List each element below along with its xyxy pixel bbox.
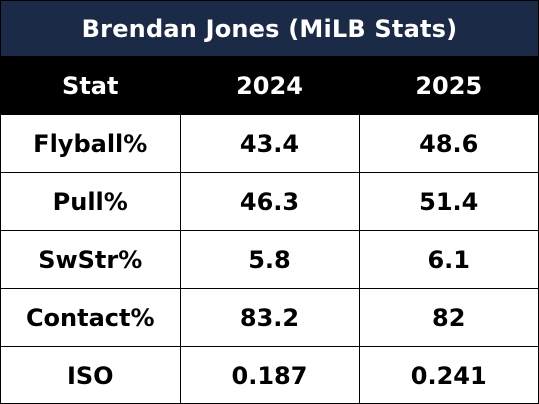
stat-name: ISO [1,346,180,404]
stat-value-2025: 48.6 [358,115,538,173]
stat-value-2025: 6.1 [358,230,538,289]
stat-value-2024: 46.3 [179,172,359,231]
stat-value-2024: 0.187 [179,346,359,404]
header-year-2025: 2025 [358,57,538,115]
stat-value-2025: 82 [358,288,538,347]
table-row: Flyball% 43.4 48.6 [1,115,538,173]
stat-name: SwStr% [1,230,180,289]
header-stat: Stat [1,57,180,115]
stat-value-2024: 5.8 [179,230,359,289]
stat-value-2024: 83.2 [179,288,359,347]
table-title: Brendan Jones (MiLB Stats) [1,1,538,57]
header-year-2024: 2024 [179,57,359,115]
table-row: ISO 0.187 0.241 [1,346,538,404]
stat-value-2024: 43.4 [179,115,359,173]
header-row: Stat 2024 2025 [1,57,538,115]
stat-name: Flyball% [33,129,148,158]
table-row: Contact% 83.2 82 [1,288,538,347]
stat-name: Contact% [1,288,180,347]
stat-name: Pull% [1,172,180,231]
stat-value-2025: 51.4 [358,172,538,231]
table-row: Pull% 46.3 51.4 [1,172,538,231]
stats-table: Stat 2024 2025 Flyball% 43.4 48.6 Pull% … [1,57,538,404]
stat-value-2025: 0.241 [358,346,538,404]
table-row: SwStr% 5.8 6.1 [1,230,538,289]
